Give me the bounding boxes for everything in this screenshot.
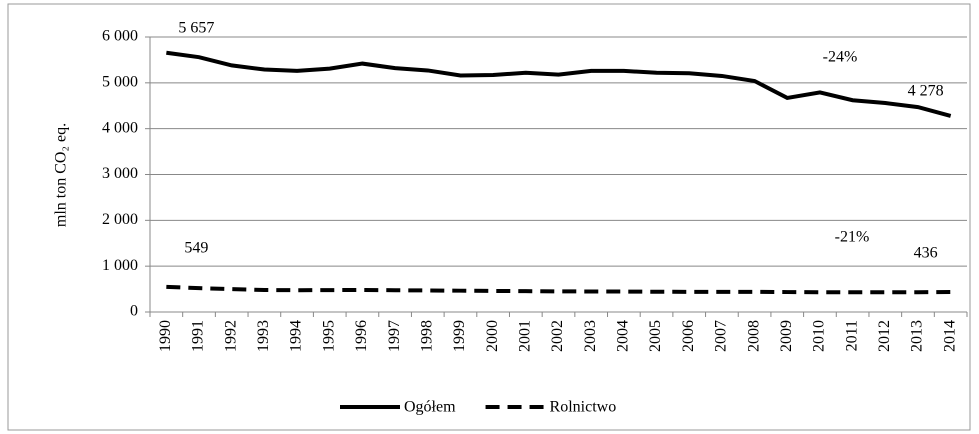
x-tick-label: 1991 [190, 320, 207, 352]
x-tick-label: 2001 [516, 320, 533, 352]
x-tick-label: 2010 [811, 320, 828, 352]
annotation: -21% [835, 229, 870, 246]
x-tick-label: 2006 [680, 320, 697, 352]
y-tick-label: 0 [130, 303, 138, 320]
x-tick-label: 1994 [288, 320, 305, 352]
data-label: 5 657 [178, 19, 214, 36]
x-tick-label: 1998 [418, 320, 435, 352]
y-tick-label: 1 000 [102, 257, 138, 274]
y-tick-label: 2 000 [102, 211, 138, 228]
y-axis-title: mln ton CO₂ eq. [53, 123, 70, 227]
x-tick-label: 2007 [713, 320, 730, 352]
x-tick-label: 1999 [451, 320, 468, 352]
data-label: 436 [914, 245, 938, 262]
annotation: -24% [823, 49, 858, 66]
x-tick-label: 2004 [615, 320, 632, 352]
legend-label: Rolnictwo [550, 399, 617, 416]
x-tick-label: 2011 [843, 320, 860, 351]
x-tick-label: 1993 [255, 320, 272, 352]
x-tick-label: 2014 [941, 320, 958, 352]
x-tick-label: 2009 [778, 320, 795, 352]
series-line [166, 50, 952, 118]
x-tick-label: 2008 [745, 320, 762, 352]
y-tick-label: 4 000 [102, 119, 138, 136]
x-tick-label: 1996 [353, 320, 370, 352]
legend-label: Ogółem [404, 399, 456, 416]
data-label: 549 [184, 240, 208, 257]
annotation-bg [812, 46, 868, 70]
y-tick-label: 6 000 [102, 28, 138, 45]
data-label: 4 278 [908, 83, 944, 100]
x-tick-label: 1992 [222, 320, 239, 352]
x-tick-label: 2012 [876, 320, 893, 352]
x-tick-label: 1990 [157, 320, 174, 352]
x-tick-label: 2000 [484, 320, 501, 352]
x-tick-label: 2002 [549, 320, 566, 352]
x-tick-label: 2003 [582, 320, 599, 352]
x-tick-label: 1997 [386, 320, 403, 352]
y-tick-label: 3 000 [102, 165, 138, 182]
annotation-bg [824, 226, 880, 250]
y-tick-label: 5 000 [102, 74, 138, 91]
x-tick-label: 1995 [320, 320, 337, 352]
x-tick-label: 2013 [909, 320, 926, 352]
x-tick-label: 2005 [647, 320, 664, 352]
